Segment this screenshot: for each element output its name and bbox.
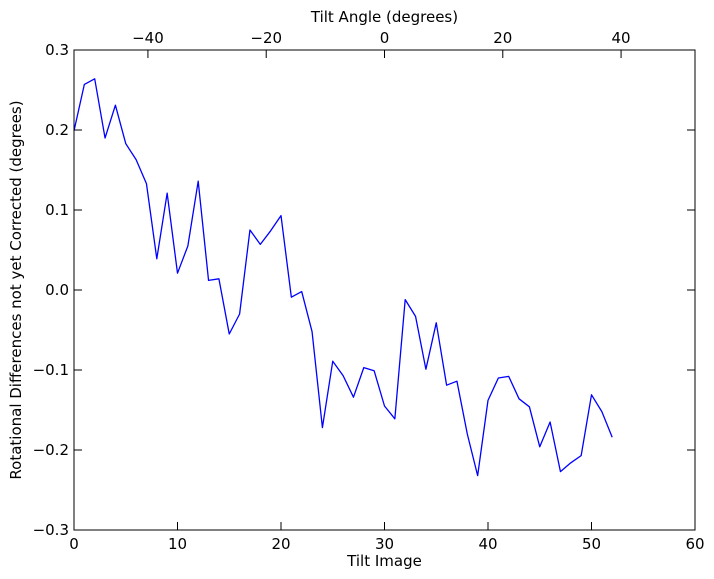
y-tick-label: −0.1 [33, 361, 69, 379]
x-axis-title: Tilt Image [346, 552, 422, 570]
plot-frame [73, 49, 696, 531]
x-tick-label: 30 [375, 535, 394, 553]
top-x-tick-label: 0 [380, 29, 390, 47]
top-x-tick-label: 20 [493, 29, 512, 47]
y-tick-label: −0.2 [33, 441, 69, 459]
series-layer [73, 78, 613, 477]
top-x-tick-label: 40 [612, 29, 631, 47]
y-tick-label: 0.1 [45, 201, 69, 219]
x-tick-label: 10 [168, 535, 187, 553]
x-tick-label: 60 [685, 535, 704, 553]
series-line [73, 78, 613, 477]
x-tick-label: 0 [69, 535, 79, 553]
y-axis-title: Rotational Differences not yet Corrected… [7, 100, 25, 479]
x-tick-label: 20 [271, 535, 290, 553]
ticks-layer: 0 10 20 30 40 50 60 −40 −20 0 20 40 −0.3 −0.2 −0.1 0.0 0… [33, 29, 705, 553]
top-x-tick-label: −20 [250, 29, 282, 47]
top-x-tick-label: −40 [132, 29, 164, 47]
y-tick-label: −0.3 [33, 521, 69, 539]
y-tick-label: 0.3 [45, 41, 69, 59]
y-tick-label: 0.0 [45, 281, 69, 299]
y-tick-label: 0.2 [45, 121, 69, 139]
x-tick-label: 50 [582, 535, 601, 553]
x-tick-label: 40 [478, 535, 497, 553]
top-x-axis-title: Tilt Angle (degrees) [310, 8, 458, 26]
